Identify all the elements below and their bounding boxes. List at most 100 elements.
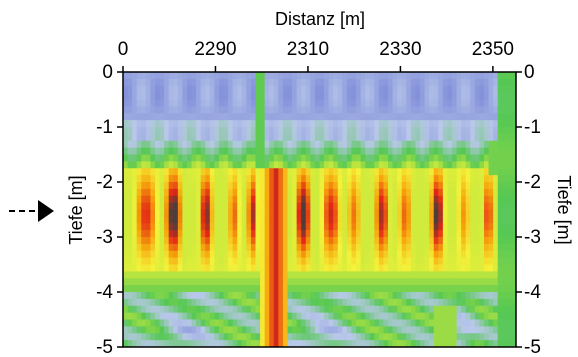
heatmap-cell <box>282 216 289 224</box>
heatmap-cell <box>228 326 234 334</box>
heatmap-cell <box>461 340 467 347</box>
heatmap-cell <box>328 278 334 286</box>
heatmap-cell <box>168 120 174 128</box>
heatmap-cell <box>255 326 261 334</box>
heatmap-cell <box>278 78 284 87</box>
heatmap-cell <box>123 243 129 252</box>
heatmap-cell <box>173 305 179 314</box>
y-tick-label-left: -5 <box>96 337 113 357</box>
heatmap-cell <box>196 271 202 279</box>
heatmap-cell <box>378 243 385 252</box>
heatmap-cell <box>305 92 311 101</box>
heatmap-cell <box>324 243 330 252</box>
heatmap-cell <box>378 113 385 121</box>
heatmap-cell <box>305 243 311 252</box>
heatmap-cell <box>452 161 458 169</box>
heatmap-cell <box>461 78 467 87</box>
heatmap-cell <box>246 106 252 114</box>
heatmap-cell <box>168 127 174 135</box>
heatmap-cell <box>159 182 165 190</box>
heatmap-cell <box>388 243 394 252</box>
heatmap-cell <box>292 161 298 169</box>
heatmap-cell <box>506 85 513 94</box>
heatmap-cell <box>123 278 129 286</box>
heatmap-cell <box>182 333 188 341</box>
heatmap-cell <box>141 209 147 217</box>
heatmap-cell <box>346 292 353 300</box>
heatmap-cell <box>410 202 417 211</box>
heatmap-cell <box>214 195 220 204</box>
heatmap-cell <box>401 202 407 211</box>
heatmap-cell <box>497 285 503 293</box>
heatmap-cell <box>351 230 357 238</box>
heatmap-cell <box>346 237 353 245</box>
heatmap-cell <box>182 230 188 238</box>
heatmap-cell <box>136 333 142 341</box>
heatmap-cell <box>465 147 471 156</box>
heatmap-cell <box>374 202 380 211</box>
heatmap-cell <box>154 305 161 314</box>
heatmap-cell <box>397 85 403 94</box>
heatmap-cell <box>470 285 476 293</box>
heatmap-cell <box>383 209 389 217</box>
heatmap-cell <box>154 147 161 156</box>
heatmap-cell <box>365 333 371 341</box>
heatmap-cell <box>365 298 371 307</box>
heatmap-cell <box>292 237 298 245</box>
heatmap-cell <box>497 278 503 286</box>
heatmap-cell <box>173 312 179 321</box>
heatmap-cell <box>186 305 193 314</box>
heatmap-cell <box>150 195 156 204</box>
heatmap-cell <box>333 243 339 252</box>
heatmap-cell <box>342 340 348 347</box>
heatmap-cell <box>424 78 430 87</box>
heatmap-cell <box>360 278 366 286</box>
heatmap-cell <box>287 292 293 300</box>
heatmap-cell <box>488 78 494 87</box>
heatmap-cell <box>438 237 444 245</box>
heatmap-cell <box>383 223 389 231</box>
heatmap-cell <box>506 326 513 334</box>
heatmap-cell <box>296 312 302 321</box>
heatmap-cell <box>301 340 307 347</box>
heatmap-cell <box>378 312 385 321</box>
heatmap-cell <box>502 326 508 334</box>
heatmap-cell <box>214 305 220 314</box>
heatmap-cell <box>310 195 316 204</box>
heatmap-cell <box>369 250 375 259</box>
heatmap-cell <box>429 147 435 156</box>
heatmap-cell <box>301 120 307 128</box>
heatmap-cell <box>310 161 316 169</box>
heatmap-cell <box>136 168 142 176</box>
heatmap-cell <box>447 326 453 334</box>
heatmap-cell <box>218 188 225 197</box>
heatmap-cell <box>250 182 257 190</box>
heatmap-cell <box>132 140 138 149</box>
heatmap-cell <box>502 223 508 231</box>
heatmap-cell <box>511 278 516 286</box>
heatmap-cell <box>378 223 385 231</box>
heatmap-cell <box>415 188 421 197</box>
heatmap-cell <box>415 319 421 327</box>
heatmap-cell <box>260 264 266 272</box>
heatmap-cell <box>200 216 206 224</box>
heatmap-cell <box>369 223 375 231</box>
heatmap-cell <box>232 340 238 347</box>
heatmap-cell <box>442 319 449 327</box>
heatmap-cell <box>388 326 394 334</box>
heatmap-cell <box>218 113 225 121</box>
heatmap-cell <box>278 278 284 286</box>
heatmap-cell <box>145 209 152 217</box>
heatmap-cell <box>260 161 266 169</box>
heatmap-cell <box>497 292 503 300</box>
heatmap-cell <box>397 333 403 341</box>
heatmap-cell <box>287 106 293 114</box>
heatmap-cell <box>150 161 156 169</box>
heatmap-cell <box>406 264 412 272</box>
heatmap-cell <box>356 216 362 224</box>
heatmap-cell <box>273 195 279 204</box>
heatmap-cell <box>397 271 403 279</box>
heatmap-cell <box>246 243 252 252</box>
heatmap-cell <box>442 333 449 341</box>
